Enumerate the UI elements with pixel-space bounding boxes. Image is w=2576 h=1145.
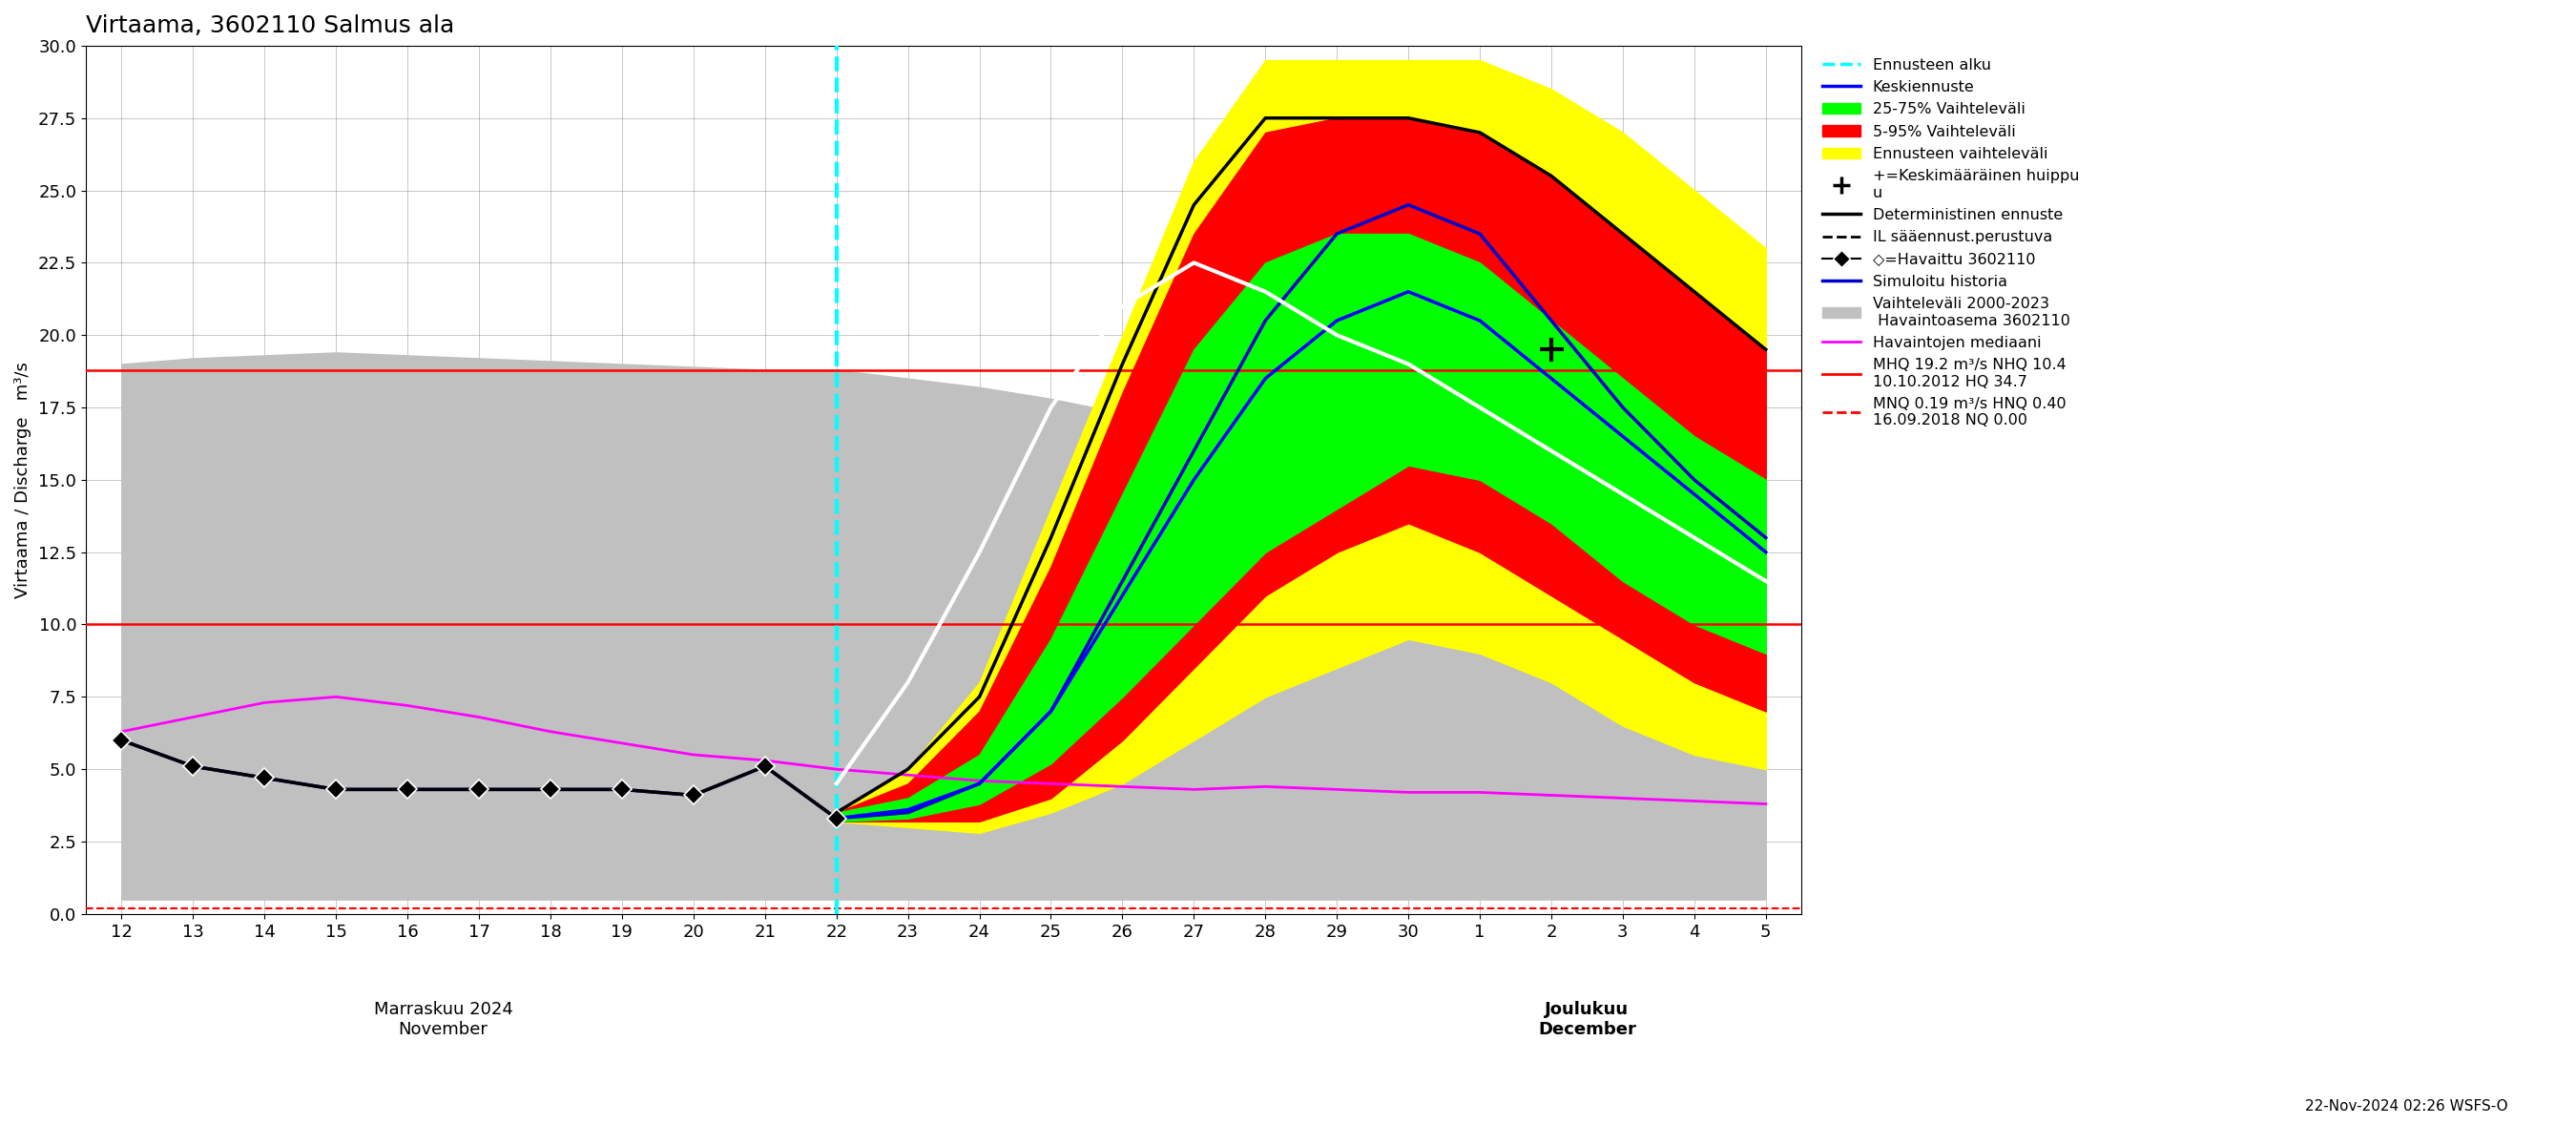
Y-axis label: Virtaama / Discharge   m³/s: Virtaama / Discharge m³/s bbox=[15, 362, 31, 598]
Text: Joulukuu
December: Joulukuu December bbox=[1538, 1001, 1636, 1037]
Text: Virtaama, 3602110 Salmus ala: Virtaama, 3602110 Salmus ala bbox=[85, 14, 453, 37]
Legend: Ennusteen alku, Keskiennuste, 25-75% Vaihteleväli, 5-95% Vaihteleväli, Ennusteen: Ennusteen alku, Keskiennuste, 25-75% Vai… bbox=[1819, 54, 2084, 433]
Text: Marraskuu 2024
November: Marraskuu 2024 November bbox=[374, 1001, 513, 1037]
Text: 22-Nov-2024 02:26 WSFS-O: 22-Nov-2024 02:26 WSFS-O bbox=[2306, 1099, 2509, 1113]
